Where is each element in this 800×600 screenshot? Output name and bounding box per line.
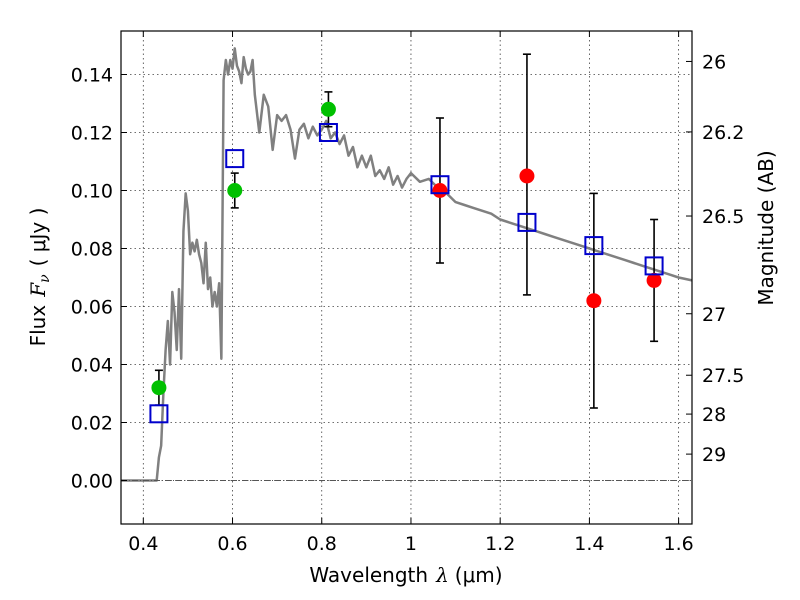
y2-tick-label-0: 26 <box>702 51 726 73</box>
y-axis-label-prefix: Flux <box>26 305 50 347</box>
y-axis-symbol: F <box>26 282 50 298</box>
x-axis-unit: (μm) <box>455 563 503 587</box>
y-axis-unit: ( μJy ) <box>26 208 50 267</box>
x-tick-label-3: 1 <box>405 533 417 555</box>
y-tick-label-3: 0.06 <box>71 297 113 319</box>
plot-frame <box>120 30 693 525</box>
observed-point-1-2 <box>320 101 336 117</box>
y2-tick-label-6: 29 <box>702 444 726 466</box>
y2-axis-label: Magnitude (AB) <box>754 150 778 305</box>
model-square-point-2 <box>318 123 338 142</box>
observed-point-1-1 <box>227 183 243 198</box>
model-spectrum-layer <box>121 47 693 482</box>
y-tick-label-4: 0.08 <box>71 239 113 261</box>
observed-point-2-3 <box>646 272 662 288</box>
y2-tick-label-2: 26.5 <box>702 206 744 228</box>
observed-point-2-0 <box>432 183 448 198</box>
y2-tick-label-1: 26.2 <box>702 122 744 144</box>
y-tick-label-5: 0.10 <box>71 181 113 203</box>
y-axis-label: Flux Fν ( μJy ) <box>26 208 53 347</box>
y2-tick-label-5: 28 <box>702 404 726 426</box>
model-square-point-3 <box>430 175 450 195</box>
y2-tick-label-4: 27.5 <box>702 365 744 387</box>
model-spectrum-line <box>121 47 693 482</box>
y-tick-label-6: 0.12 <box>71 123 113 145</box>
x-axis-label-prefix: Wavelength <box>309 563 428 587</box>
y-axis-subscript: ν <box>37 274 53 283</box>
model-square-point-4 <box>517 212 537 232</box>
tick-layer: 0.4 0.6 0.8 1 1.2 1.4 1.6 0.00 0.02 0.04 0.06 0.08 0… <box>71 31 744 555</box>
y2-tick-label-3: 27 <box>702 304 726 326</box>
data-point-layer <box>149 101 664 424</box>
y-tick-label-7: 0.14 <box>71 65 113 87</box>
model-square-point-1 <box>225 149 245 169</box>
x-tick-label-0: 0.4 <box>128 533 158 555</box>
y-tick-label-0: 0.00 <box>71 471 113 493</box>
x-tick-label-5: 1.4 <box>574 533 604 555</box>
y-tick-label-2: 0.04 <box>71 355 113 377</box>
observed-point-2-1 <box>519 168 535 184</box>
observed-point-1-0 <box>151 380 167 396</box>
model-square-point-0 <box>149 404 169 424</box>
x-tick-label-4: 1.2 <box>485 533 515 555</box>
x-tick-label-1: 0.6 <box>217 533 247 555</box>
model-square-point-6 <box>644 256 664 276</box>
model-square-point-5 <box>584 236 604 256</box>
error-bar-layer <box>154 53 659 409</box>
x-tick-label-2: 0.8 <box>307 533 337 555</box>
x-axis-label: Wavelength λ (μm) <box>309 563 502 587</box>
observed-point-2-2 <box>586 293 602 309</box>
y-tick-label-1: 0.02 <box>71 413 113 435</box>
x-axis-symbol: λ <box>435 563 449 587</box>
x-tick-label-6: 1.6 <box>664 533 694 555</box>
